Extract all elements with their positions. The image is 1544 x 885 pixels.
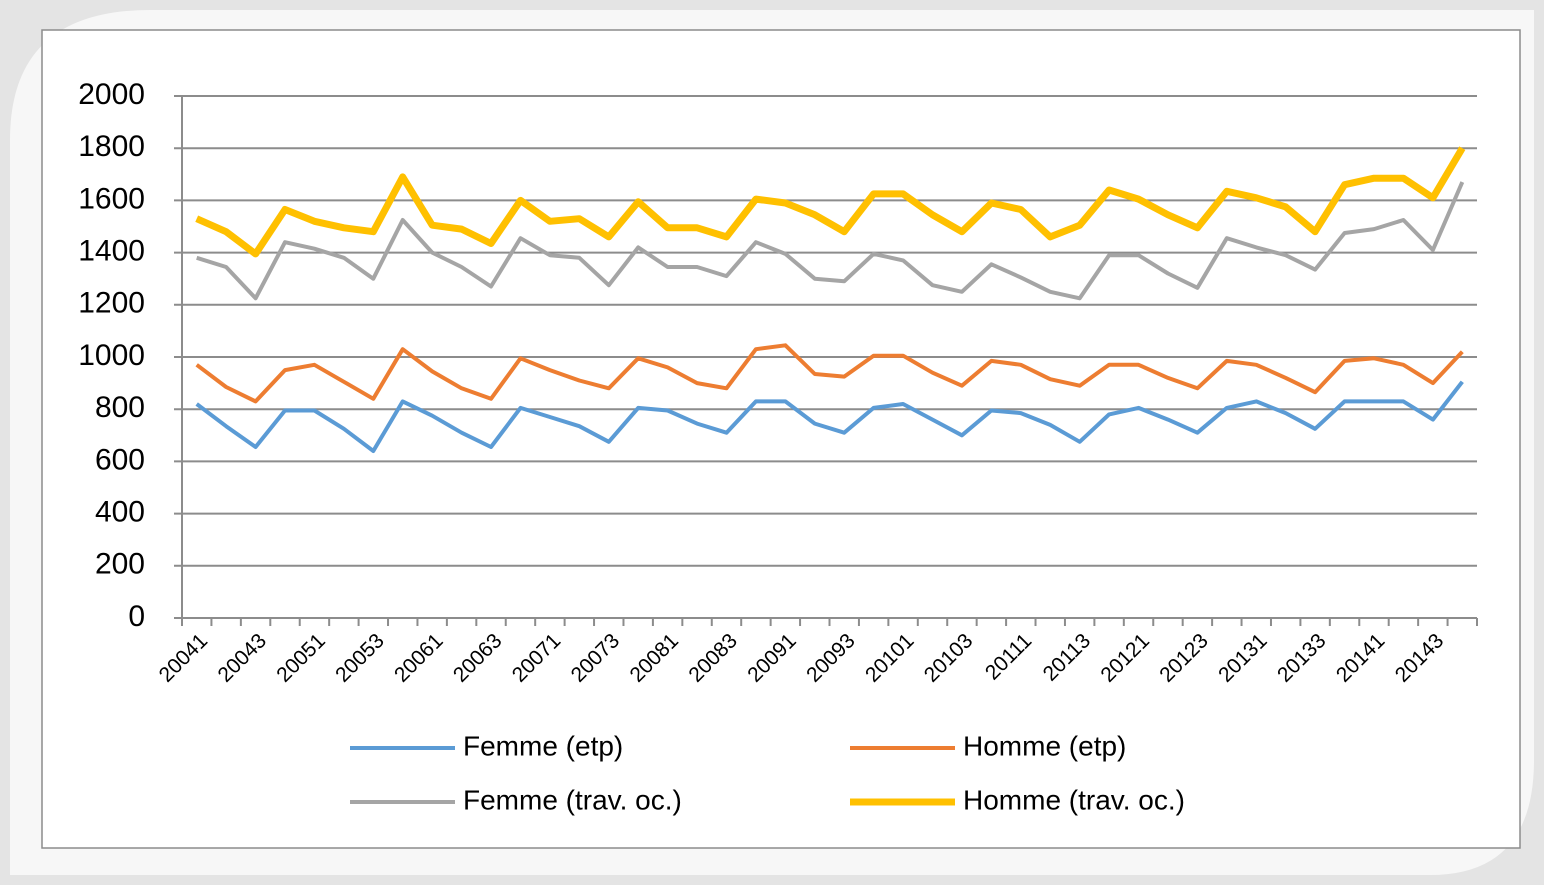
y-tick-label: 1400 [78, 235, 145, 268]
y-tick-label: 2000 [78, 78, 145, 111]
y-tick-label: 800 [95, 391, 145, 424]
legend-label: Femme (etp) [463, 730, 623, 761]
series-line [195, 146, 1466, 258]
y-tick-label: 0 [128, 600, 145, 633]
legend-label: Homme (etp) [963, 730, 1126, 761]
series-line [196, 181, 1465, 301]
y-tick-label: 1600 [78, 182, 145, 215]
legend-label: Femme (trav. oc.) [463, 784, 682, 815]
chart-area [41, 29, 1521, 849]
series-line [195, 343, 1464, 404]
legend-label: Homme (trav. oc.) [963, 784, 1185, 815]
y-tick-label: 200 [95, 548, 145, 581]
y-tick-label: 1800 [78, 130, 145, 163]
y-tick-label: 1200 [78, 287, 145, 320]
series-line [195, 380, 1464, 453]
y-tick-label: 400 [95, 496, 145, 529]
y-tick-label: 600 [95, 443, 145, 476]
y-tick-label: 1000 [78, 339, 145, 372]
